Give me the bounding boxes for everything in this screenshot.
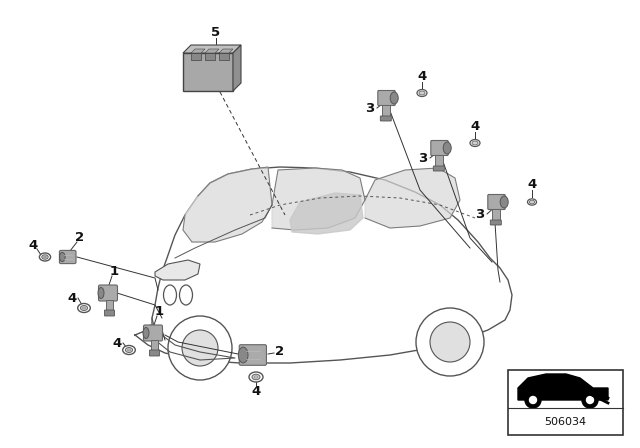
Circle shape xyxy=(182,330,218,366)
Ellipse shape xyxy=(127,349,131,351)
Ellipse shape xyxy=(42,255,48,259)
Bar xyxy=(205,53,215,60)
Text: 4: 4 xyxy=(417,69,427,82)
Bar xyxy=(382,104,390,116)
Circle shape xyxy=(586,396,593,404)
Text: 4: 4 xyxy=(252,384,260,397)
Circle shape xyxy=(529,396,536,404)
Ellipse shape xyxy=(81,306,88,310)
Polygon shape xyxy=(219,49,233,53)
Circle shape xyxy=(168,316,232,380)
Ellipse shape xyxy=(77,303,90,313)
FancyBboxPatch shape xyxy=(380,116,391,121)
Ellipse shape xyxy=(143,327,149,339)
Bar xyxy=(183,53,233,91)
Ellipse shape xyxy=(252,374,260,380)
Ellipse shape xyxy=(60,252,65,262)
Ellipse shape xyxy=(83,307,85,309)
Bar xyxy=(435,155,443,167)
Ellipse shape xyxy=(238,347,248,363)
Circle shape xyxy=(582,392,598,408)
Polygon shape xyxy=(155,260,200,280)
Ellipse shape xyxy=(179,285,193,305)
Circle shape xyxy=(430,322,470,362)
FancyBboxPatch shape xyxy=(433,166,444,171)
Text: 5: 5 xyxy=(211,26,221,39)
Text: 4: 4 xyxy=(67,292,77,305)
Polygon shape xyxy=(518,374,608,400)
FancyBboxPatch shape xyxy=(488,194,505,210)
FancyBboxPatch shape xyxy=(490,220,501,225)
Polygon shape xyxy=(365,168,460,228)
Bar xyxy=(219,53,229,60)
Polygon shape xyxy=(106,300,113,311)
FancyBboxPatch shape xyxy=(239,345,266,365)
Ellipse shape xyxy=(255,376,257,378)
Ellipse shape xyxy=(163,285,177,305)
FancyBboxPatch shape xyxy=(99,285,118,301)
Ellipse shape xyxy=(472,141,478,145)
Bar xyxy=(492,208,500,220)
Text: 2: 2 xyxy=(275,345,285,358)
Ellipse shape xyxy=(390,92,398,104)
Polygon shape xyxy=(151,340,158,352)
Ellipse shape xyxy=(527,199,536,205)
Text: 4: 4 xyxy=(527,177,536,190)
Ellipse shape xyxy=(443,142,451,154)
Polygon shape xyxy=(205,49,219,53)
Polygon shape xyxy=(135,167,512,363)
Polygon shape xyxy=(290,193,363,234)
Polygon shape xyxy=(191,49,205,53)
Polygon shape xyxy=(183,45,241,53)
Text: 506034: 506034 xyxy=(545,417,587,427)
Ellipse shape xyxy=(98,288,104,298)
Text: 4: 4 xyxy=(113,336,122,349)
Text: 3: 3 xyxy=(476,207,484,220)
Text: 4: 4 xyxy=(470,120,479,133)
Ellipse shape xyxy=(123,345,135,354)
Polygon shape xyxy=(233,45,241,91)
Ellipse shape xyxy=(529,200,534,204)
Text: 1: 1 xyxy=(109,264,118,277)
Ellipse shape xyxy=(249,372,263,382)
Ellipse shape xyxy=(417,90,427,96)
Text: 1: 1 xyxy=(154,305,164,318)
Polygon shape xyxy=(272,168,365,230)
FancyBboxPatch shape xyxy=(60,250,76,263)
Ellipse shape xyxy=(125,348,132,353)
FancyBboxPatch shape xyxy=(150,350,159,356)
Circle shape xyxy=(525,392,541,408)
Circle shape xyxy=(416,308,484,376)
FancyBboxPatch shape xyxy=(431,141,448,155)
Ellipse shape xyxy=(44,256,46,258)
FancyBboxPatch shape xyxy=(378,90,396,105)
Text: 2: 2 xyxy=(76,231,84,244)
Text: 3: 3 xyxy=(365,102,374,115)
Text: 4: 4 xyxy=(28,238,38,251)
Text: 3: 3 xyxy=(419,151,428,164)
FancyBboxPatch shape xyxy=(143,325,163,341)
Ellipse shape xyxy=(40,253,51,261)
FancyBboxPatch shape xyxy=(104,310,115,316)
Bar xyxy=(508,370,623,435)
Ellipse shape xyxy=(419,91,425,95)
Ellipse shape xyxy=(470,139,480,146)
Polygon shape xyxy=(183,167,272,242)
Bar xyxy=(191,53,201,60)
Ellipse shape xyxy=(500,196,508,208)
